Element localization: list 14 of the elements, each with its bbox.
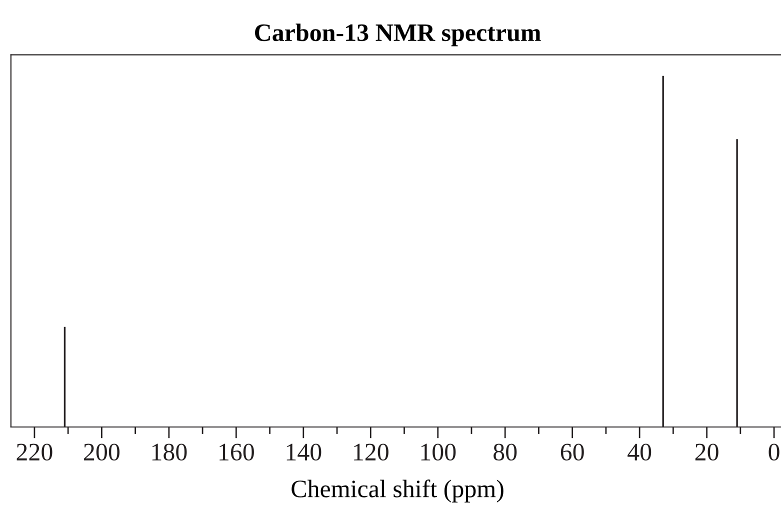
x-tick-label: 100	[421, 444, 456, 461]
x-axis-title: Chemical shift (ppm)	[292, 480, 504, 502]
x-tick-label: 220	[16, 444, 52, 461]
x-tick-label: 120	[354, 444, 388, 461]
x-tick-label: 140	[286, 444, 322, 461]
x-tick-label: 80	[494, 444, 517, 461]
x-tick-label: 160	[220, 444, 254, 461]
x-tick-label: 200	[84, 444, 120, 461]
x-tick-label: 180	[152, 444, 187, 461]
x-tick-label: 60	[560, 444, 584, 461]
x-tick-label: 20	[695, 444, 718, 461]
x-tick-label: 40	[628, 444, 652, 461]
x-tick-label: 0	[768, 444, 780, 461]
chart-title: Carbon-13 NMR spectrum	[255, 24, 541, 46]
